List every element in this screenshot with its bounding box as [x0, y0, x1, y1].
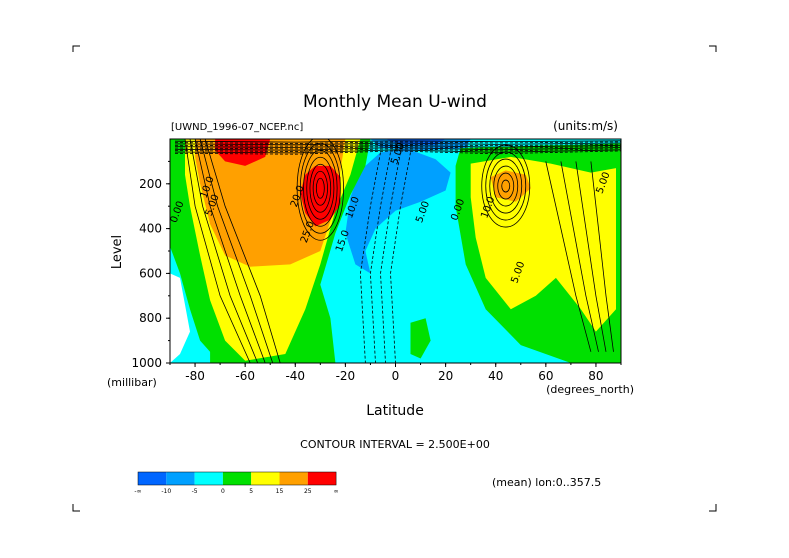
contour-strat-1: [174, 141, 621, 144]
contour-nh-flank-1: [560, 161, 599, 352]
contour-sh-jet-2: [309, 163, 332, 213]
colorbar-swatch-0: [138, 472, 167, 485]
fill-sh-sfc: [210, 340, 226, 363]
colorbar-label-0: -∞: [134, 488, 141, 495]
mean-note: (mean) lon:0..357.5: [492, 476, 601, 489]
contour-strat-3: [174, 143, 621, 147]
contour-strat-8: [174, 149, 621, 154]
contour-sh-jet-4: [303, 149, 338, 227]
contour-nh-flank-2: [575, 161, 607, 352]
x-tick-label-3: -20: [336, 369, 356, 383]
contour-strat-6: [174, 147, 621, 151]
contour-sh-flank-1: [189, 139, 259, 363]
contour-strat-5: [174, 145, 621, 150]
contour-easterly-1: [369, 152, 391, 363]
contour-easterly-3: [390, 152, 411, 363]
fill-sh-orange: [195, 139, 346, 267]
y-axis: 200 400 600 800 1000: [131, 160, 170, 370]
colorbar-swatch-3: [222, 472, 252, 485]
contour-strat-2: [174, 142, 621, 146]
x-tick-label-5: 20: [438, 369, 453, 383]
contour-interval: CONTOUR INTERVAL = 2.500E+00: [300, 438, 490, 451]
contour-easterly-2: [380, 152, 401, 363]
colorbar-label-6: 25: [304, 488, 312, 495]
x-axis-title: Latitude: [366, 403, 424, 419]
colorbar-label-2: -5: [192, 488, 198, 495]
y-tick-label-0: 200: [139, 177, 162, 191]
fill-eq-low: [410, 318, 431, 359]
contour-nh-jet-1: [497, 172, 515, 200]
dataset-label: [UWND_1996-07_NCEP.nc]: [171, 122, 303, 133]
x-tick-label-1: -60: [235, 369, 255, 383]
contour-nh-jet-0: [501, 179, 511, 193]
colorbar-swatch-6: [307, 472, 337, 485]
y-axis-units: (millibar): [107, 376, 157, 389]
fill-easterly-band: [345, 148, 451, 274]
contour-sh-jet-6: [296, 139, 344, 241]
colorbar-frame: [137, 471, 337, 486]
contour-nh-jet-2: [493, 165, 519, 207]
contour-nh-jet-5: [481, 144, 531, 228]
units-label: (units:m/s): [553, 119, 618, 133]
contour-nh-flank-3: [590, 161, 614, 352]
contour-nh-jet-3: [489, 158, 523, 214]
y-tick-label-2: 600: [139, 266, 162, 280]
contour-easterly-0: [359, 152, 381, 363]
x-tick-label-7: 60: [538, 369, 553, 383]
x-tick-label-4: 0: [392, 369, 400, 383]
contour-sh-flank-0: [184, 139, 251, 363]
contour-strat-9: [174, 150, 621, 155]
y-tick-label-3: 800: [139, 311, 162, 325]
contour-sh-jet-3: [306, 156, 335, 220]
crop-marks: [72, 45, 717, 512]
x-tick-label-2: -40: [285, 369, 305, 383]
contour-sh-jet-1: [312, 170, 328, 206]
x-tick-label-8: 80: [588, 369, 603, 383]
contour-sh-flank-3: [199, 139, 274, 363]
contour-sh-flank-2: [194, 139, 266, 363]
colorbar-label-7: ∞: [334, 488, 339, 495]
colorbar-label-1: -10: [161, 488, 171, 495]
contour-strat-7: [174, 148, 621, 152]
fill-antarctic-missing: [170, 273, 190, 363]
contour-nh-flank-0: [545, 161, 592, 352]
contour-sh-jet-0: [315, 177, 325, 199]
contour-strat-4: [174, 144, 621, 148]
colorbar-swatch-2: [194, 472, 223, 485]
colorbar-swatch-1: [166, 472, 195, 485]
colorbar-label-3: 0: [221, 488, 225, 495]
contour-strat-0: [174, 140, 621, 143]
fill-nh-yellow: [470, 156, 616, 332]
y-tick-label-4: 1000: [131, 356, 162, 370]
x-axis-units: (degrees_north): [546, 383, 634, 396]
y-axis-title: Level: [110, 235, 125, 269]
colorbar-label-4: 5: [249, 488, 253, 495]
contour-sh-flank-4: [204, 139, 281, 363]
colorbar: -∞ -10 -5 0 5 15 25 ∞: [134, 471, 339, 495]
colorbar-swatch-5: [279, 472, 308, 485]
x-tick-label-6: 40: [488, 369, 503, 383]
x-axis: -80 -60 -40 -20 0 20 40 60 80: [169, 363, 622, 383]
chart-title: Monthly Mean U-wind: [303, 92, 487, 112]
colorbar-label-5: 15: [276, 488, 284, 495]
colorbar-swatch-4: [251, 472, 280, 485]
x-tick-label-0: -80: [185, 369, 205, 383]
y-tick-label-1: 400: [139, 222, 162, 236]
